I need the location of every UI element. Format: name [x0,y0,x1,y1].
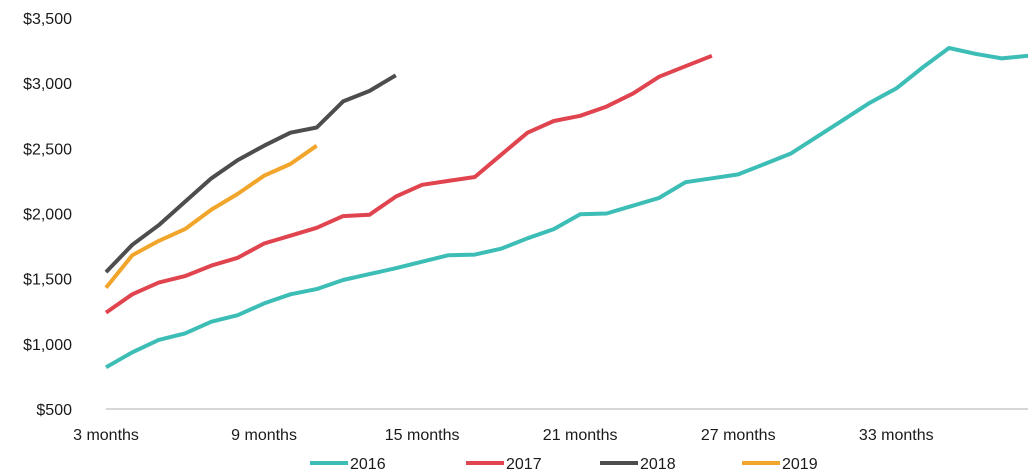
y-tick-label: $2,000 [23,207,72,224]
legend: 2016 2017 2018 2019 [310,456,818,473]
y-tick-label: $3,500 [23,11,72,28]
y-tick-label: $3,000 [23,76,72,93]
x-tick-label: 33 months [859,427,934,444]
legend-label-2018: 2018 [640,456,676,473]
x-tick-label: 15 months [385,427,460,444]
y-tick-label: $1,000 [23,337,72,354]
series-line-2019 [104,144,318,290]
legend-label-2016: 2016 [350,456,386,473]
y-axis: $500 $1,000 $1,500 $2,000 $2,500 $3,000 $3,500 [23,11,72,419]
y-tick-label: $1,500 [23,272,72,289]
legend-label-2017: 2017 [506,456,542,473]
series-line-2018 [104,73,397,274]
plot-area [104,46,1028,370]
x-tick-label: 27 months [701,427,776,444]
y-tick-label: $500 [36,402,72,419]
x-tick-label: 3 months [73,427,139,444]
series-line-2016 [105,46,1028,370]
legend-label-2019: 2019 [782,456,818,473]
x-tick-label: 21 months [543,427,618,444]
x-tick-label: 9 months [231,427,297,444]
y-tick-label: $2,500 [23,141,72,158]
series-line-2017 [104,53,713,315]
x-axis: 3 months 9 months 15 months 21 months 27 mon… [73,408,1028,444]
